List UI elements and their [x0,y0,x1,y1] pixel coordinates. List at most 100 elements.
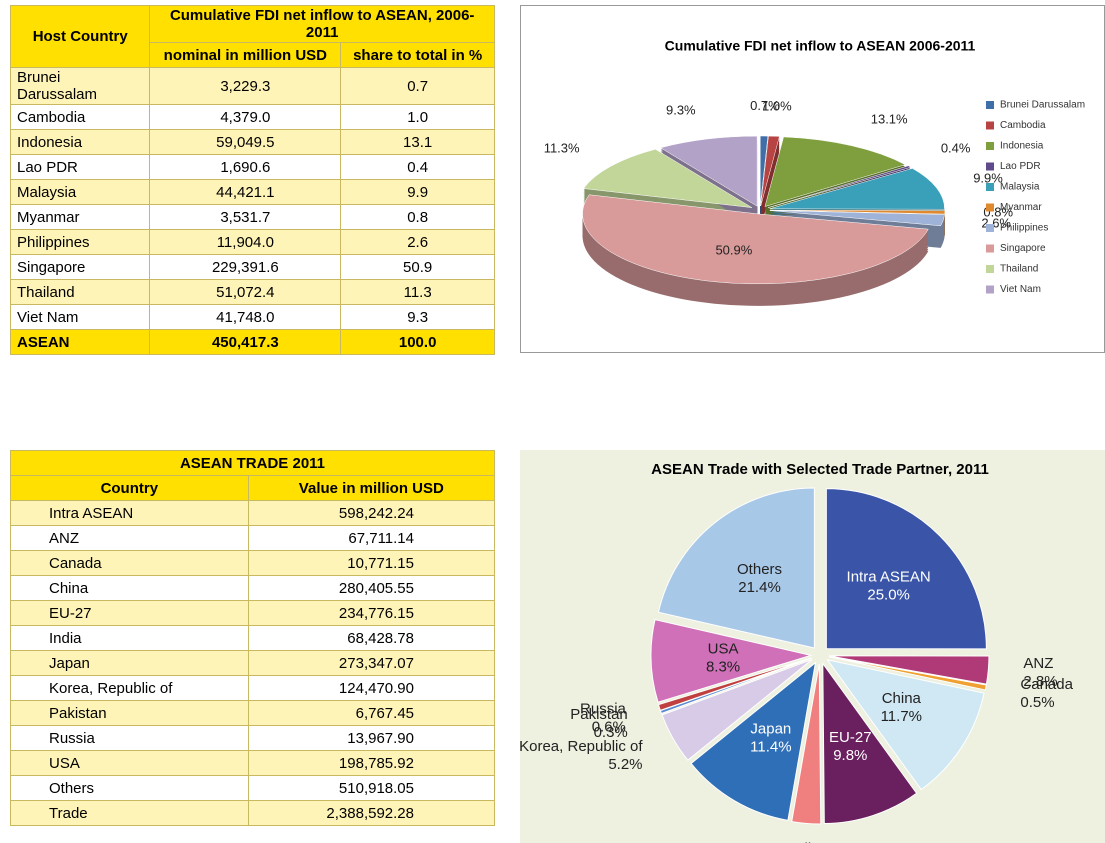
slice [768,165,912,208]
table-row: Lao PDR 1,690.6 0.4 [9,154,495,180]
data-label: 0.3% [594,724,628,741]
slice [769,210,945,227]
slice-side [760,146,780,217]
legend-label: Brunei Darussalam [1000,100,1085,111]
header-cell: nominal in million USD [149,42,342,68]
slice [659,135,758,207]
table-row: Viet Nam 41,748.0 9.3 [9,304,495,330]
legend-swatch [986,244,994,253]
table-cell: 1,690.6 [149,154,342,180]
table-cell: Thailand [9,279,151,305]
table-cell: Korea, Republic of [10,675,249,701]
slice [759,135,769,207]
table-row: Canada 10,771.15 [10,550,496,576]
table-cell: 0.4 [340,154,495,180]
table-cell: 51,072.4 [149,279,342,305]
slice-category: EU-27 [829,729,872,746]
legend-label: Indonesia [1000,141,1044,152]
table-cell: 41,748.0 [149,304,342,330]
slice [582,194,929,285]
table-cell: India [10,625,249,651]
legend-swatch [986,121,994,130]
data-label: 9.3% [666,102,696,117]
slice-category: ANZ [1023,655,1053,672]
data-label: 5.2% [608,756,642,773]
legend-swatch [986,224,994,232]
legend-swatch [986,142,994,150]
data-label: 0.5% [1020,694,1054,711]
header-row: nominal in million USD share to total in … [11,42,495,68]
slice [661,658,813,761]
header-cell: share to total in % [340,42,495,68]
legend-label: Myanmar [1000,202,1042,213]
data-label: 1.0% [762,98,792,113]
slice-category: Intra ASEAN [847,568,931,585]
slice-side [760,142,780,213]
slice [657,657,812,712]
table-cell: 4,379.0 [149,104,342,130]
table-cell: 0.8 [340,204,495,230]
table-row: Russia 13,967.90 [10,725,496,751]
data-label: 11.7% [881,708,922,725]
header-cell: Country [10,475,249,501]
legend-label: Philippines [1000,223,1048,234]
slice-side [760,150,780,221]
legend-label: Malaysia [1000,182,1040,193]
slice-category: Pakistan [570,706,628,723]
table-cell: 59,049.5 [149,129,342,155]
table-row: Pakistan 6,767.45 [10,700,496,726]
table-row: Others 510,918.05 [10,775,496,801]
slice [657,487,815,649]
header-cell: Value in million USD [247,475,496,501]
table-cell: Pakistan [10,700,249,726]
slice-side [760,138,780,209]
slice [825,488,987,650]
fdi-chart: Cumulative FDI net inflow to ASEAN 2006-… [520,5,1105,353]
table-cell: ANZ [10,525,249,551]
header-row: Country Value in million USD [10,475,496,501]
table-cell: Cambodia [9,104,151,130]
table-row: Myanmar 3,531.7 0.8 [9,204,495,230]
title-row: ASEAN TRADE 2011 [10,450,495,476]
table-cell: 50.9 [340,254,495,280]
slice-side [760,148,780,219]
slice [764,136,906,207]
table-cell: 0.7 [340,67,495,105]
slice [769,168,945,210]
table-row: Cambodia 4,379.0 1.0 [9,104,495,130]
header-cell: Host Country [9,5,151,68]
table-cell: ASEAN [9,329,151,355]
legend-swatch [986,162,994,171]
legend-swatch [986,285,994,294]
slice [583,148,753,208]
table-row: Intra ASEAN 598,242.24 [10,500,496,526]
table-cell: 100.0 [340,329,495,355]
table-cell: 2,388,592.28 [247,800,496,826]
table-row: Thailand 51,072.4 11.3 [9,279,495,305]
data-label: 11.4% [750,739,791,756]
chart-title: ASEAN Trade with Selected Trade Partner,… [651,461,989,478]
table-cell: 6,767.45 [247,700,496,726]
data-label: 8.3% [706,658,740,675]
data-label: 9.9% [973,170,1003,185]
chart-title: Cumulative FDI net inflow to ASEAN 2006-… [665,38,976,54]
slice [822,661,918,825]
slice-category: India [787,840,820,843]
slice-category: China [882,690,922,707]
table-cell: Viet Nam [9,304,151,330]
slice-category: USA [708,640,739,657]
table-cell: 44,421.1 [149,179,342,205]
header-cell: Cumulative FDI net inflow to ASEAN, 2006… [149,5,495,43]
slice [791,663,822,825]
table-cell: 11,904.0 [149,229,342,255]
table-row: Korea, Republic of 124,470.90 [10,675,496,701]
table-cell: 598,242.24 [247,500,496,526]
table-cell: 11.3 [340,279,495,305]
table-cell: 510,918.05 [247,775,496,801]
table-cell: China [10,575,249,601]
table-cell: 67,711.14 [247,525,496,551]
table-row: China 280,405.55 [10,575,496,601]
data-label: 0.7% [750,98,780,113]
table-row: Malaysia 44,421.1 9.9 [9,179,495,205]
table-cell: 10,771.15 [247,550,496,576]
